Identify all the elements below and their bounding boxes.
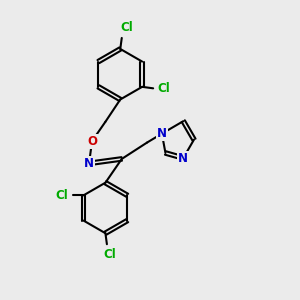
Text: Cl: Cl xyxy=(120,21,133,34)
Text: N: N xyxy=(178,152,188,164)
Text: N: N xyxy=(157,127,167,140)
Text: Cl: Cl xyxy=(56,189,68,202)
Text: N: N xyxy=(84,157,94,170)
Text: O: O xyxy=(87,135,97,148)
Text: Cl: Cl xyxy=(158,82,170,95)
Text: Cl: Cl xyxy=(103,248,116,261)
